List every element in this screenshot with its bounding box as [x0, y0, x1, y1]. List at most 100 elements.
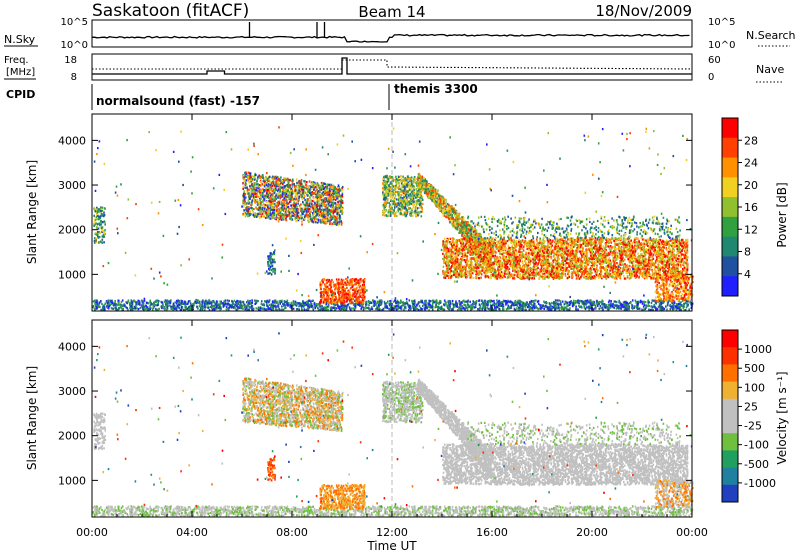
range-cell: [349, 308, 351, 310]
range-cell: [164, 306, 166, 308]
range-cell: [176, 300, 178, 302]
range-cell: [647, 305, 649, 307]
range-cell: [181, 306, 183, 308]
range-cell: [268, 192, 270, 194]
range-cell: [281, 215, 283, 217]
range-cell: [266, 184, 268, 186]
range-cell: [271, 261, 273, 263]
range-cell: [96, 218, 98, 220]
range-cell: [270, 266, 272, 268]
range-cell: [523, 306, 525, 308]
range-cell: [328, 201, 330, 203]
range-cell: [223, 306, 225, 308]
range-cell: [265, 217, 267, 219]
range-cell: [329, 205, 331, 207]
range-cell: [274, 188, 276, 190]
range-cell: [256, 216, 258, 218]
range-cell: [325, 186, 327, 188]
range-cell: [291, 302, 293, 304]
range-cell: [281, 217, 283, 219]
range-cell: [290, 305, 292, 307]
range-cell: [343, 301, 345, 303]
range-cell: [318, 195, 320, 197]
range-cell: [250, 301, 252, 303]
range-cell: [352, 295, 354, 297]
range-cell: [255, 196, 257, 198]
range-cell: [498, 301, 500, 303]
range-cell: [249, 210, 251, 212]
nsky-tick-bottom-right: 10^0: [708, 40, 735, 51]
range-cell: [323, 219, 325, 221]
range-cell: [275, 181, 277, 183]
range-cell: [336, 301, 338, 303]
range-cell: [359, 292, 361, 294]
range-cell: [304, 214, 306, 216]
range-cell: [540, 308, 542, 310]
range-cell: [270, 262, 272, 264]
range-cell: [309, 214, 311, 216]
range-cell: [334, 189, 336, 191]
range-cell: [448, 307, 450, 309]
range-cell: [502, 308, 504, 310]
range-cell: [250, 176, 252, 178]
range-cell: [635, 301, 637, 303]
range-cell: [345, 308, 347, 310]
range-cell: [320, 286, 322, 288]
range-cell: [393, 305, 395, 307]
range-cell: [448, 300, 450, 302]
range-cell: [338, 301, 340, 303]
range-cell: [330, 283, 332, 285]
date-title: 18/Nov/2009: [595, 2, 692, 20]
range-cell: [344, 293, 346, 295]
range-cell: [211, 304, 213, 306]
range-cell: [362, 291, 364, 293]
range-cell: [324, 183, 326, 185]
range-cell: [281, 205, 283, 207]
range-cell: [399, 302, 401, 304]
range-cell: [266, 300, 268, 302]
range-cell: [396, 215, 398, 217]
range-cell: [628, 308, 630, 310]
range-cell: [495, 308, 497, 310]
range-cell: [376, 302, 378, 304]
range-cell: [240, 300, 242, 302]
range-cell: [618, 300, 620, 302]
range-cell: [643, 308, 645, 310]
range-cell: [270, 214, 272, 216]
range-cell: [306, 186, 308, 188]
range-cell: [355, 305, 357, 307]
range-cell: [243, 205, 245, 207]
range-cell: [325, 286, 327, 288]
range-cell: [311, 305, 313, 307]
range-cell: [293, 198, 295, 200]
range-cell: [363, 307, 365, 309]
range-cell: [323, 295, 325, 297]
range-cell: [112, 308, 114, 310]
range-cell: [516, 307, 518, 309]
range-cell: [140, 307, 142, 309]
range-cell: [598, 303, 600, 305]
range-cell: [325, 301, 327, 303]
range-cell: [263, 203, 265, 205]
range-cell: [274, 261, 276, 263]
range-cell: [142, 307, 144, 309]
range-cell: [592, 301, 594, 303]
range-cell: [538, 308, 540, 310]
range-cell: [463, 307, 465, 309]
range-cell: [297, 203, 299, 205]
range-cell: [269, 182, 271, 184]
range-cell: [410, 200, 412, 202]
range-cell: [199, 305, 201, 307]
range-cell: [398, 303, 400, 305]
range-cell: [331, 191, 333, 193]
range-cell: [323, 279, 325, 281]
range-cell: [262, 200, 264, 202]
range-cell: [334, 301, 336, 303]
range-cell: [566, 301, 568, 303]
range-cell: [651, 305, 653, 307]
range-cell: [324, 197, 326, 199]
range-cell: [279, 190, 281, 192]
freq-tick-18: 18: [64, 55, 77, 66]
range-cell: [309, 196, 311, 198]
